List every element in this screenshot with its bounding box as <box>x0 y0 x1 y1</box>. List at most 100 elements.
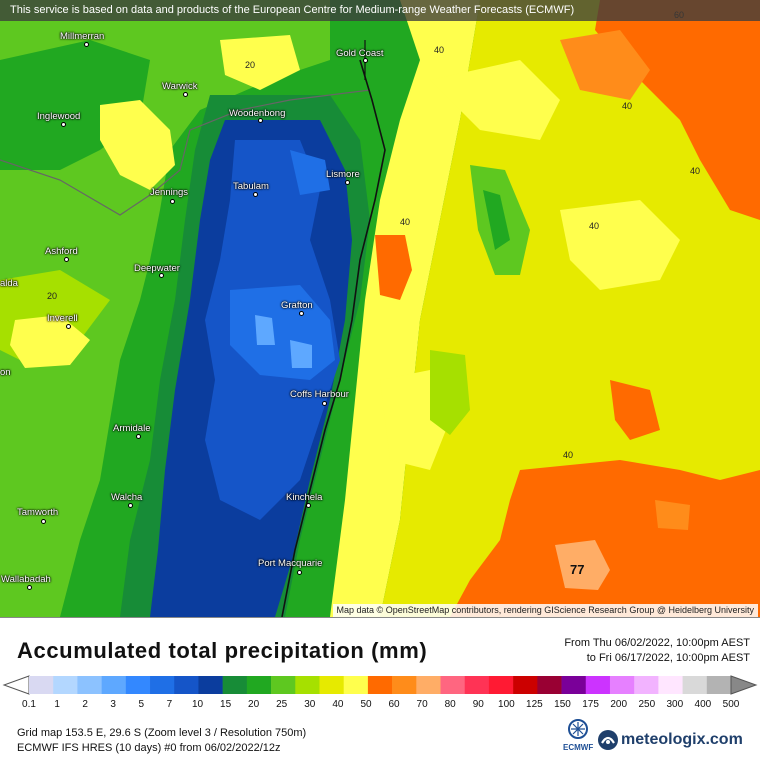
scale-label: 80 <box>444 699 456 710</box>
contour-label: 20 <box>47 291 58 301</box>
scale-swatch <box>125 676 151 694</box>
city-dot <box>345 180 350 185</box>
city-dot <box>299 311 304 316</box>
scale-label: 30 <box>304 699 316 710</box>
meteologix-logo-icon <box>598 730 618 750</box>
scale-swatch <box>416 676 441 694</box>
scale-swatch <box>658 676 683 694</box>
meteologix-brand-text: meteologix.com <box>621 731 743 748</box>
city-label-tabulam: Tabulam <box>233 181 269 192</box>
scale-label: 0.1 <box>22 699 36 710</box>
scale-swatch <box>392 676 417 694</box>
map-attribution[interactable]: Map data © OpenStreetMap contributors, r… <box>332 604 758 617</box>
scale-label: 40 <box>332 699 344 710</box>
city-label-walcha: Walcha <box>111 492 143 503</box>
city-dot <box>61 122 66 127</box>
city-label-gold-coast: Gold Coast <box>336 48 384 59</box>
scale-label: 15 <box>220 699 232 710</box>
contour-label: 40 <box>434 45 445 55</box>
scale-label: 1 <box>54 699 60 710</box>
scale-label: 400 <box>694 699 712 710</box>
scale-swatch <box>682 676 708 694</box>
precipitation-map[interactable]: Millmerran Gold Coast Warwick Inglewood … <box>0 0 760 617</box>
scale-label: 250 <box>638 699 656 710</box>
scale-label: 50 <box>360 699 372 710</box>
contour-label-max: 77 <box>570 562 585 577</box>
city-dot <box>170 199 175 204</box>
scale-swatch <box>585 676 611 694</box>
scale-swatch <box>295 676 320 694</box>
scale-swatch <box>246 676 272 694</box>
city-dot <box>66 324 71 329</box>
scale-label: 7 <box>166 699 173 710</box>
scale-label: 10 <box>191 699 204 710</box>
city-dot <box>136 434 141 439</box>
contour-label: 20 <box>245 60 256 70</box>
scale-swatch <box>706 676 732 694</box>
scale-swatch <box>101 676 127 694</box>
city-label-inverell: Inverell <box>47 313 78 324</box>
scale-swatch <box>464 676 490 694</box>
scale-label: 200 <box>610 699 628 710</box>
scale-left-arrow <box>2 675 30 695</box>
scale-swatch <box>319 676 344 694</box>
forecast-period: From Thu 06/02/2022, 10:00pm AEST to Fri… <box>564 636 750 666</box>
scale-label: 70 <box>416 699 428 710</box>
ecmwf-disclaimer-banner: This service is based on data and produc… <box>0 0 760 21</box>
scale-label: 3 <box>110 699 116 710</box>
legend-panel: Accumulated total precipitation (mm) Fro… <box>0 617 760 761</box>
precipitation-field <box>0 0 760 617</box>
city-label-jennings: Jennings <box>150 187 189 198</box>
scale-label: 60 <box>388 699 400 710</box>
city-label-armidale: Armidale <box>113 423 151 434</box>
city-label-inglewood: Inglewood <box>37 111 81 122</box>
ecmwf-logo-icon <box>568 719 588 739</box>
city-label-port-macquarie: Port Macquarie <box>258 558 323 569</box>
city-label-grafton: Grafton <box>281 300 313 311</box>
scale-swatch <box>343 676 369 694</box>
city-dot <box>41 519 46 524</box>
scale-swatch <box>609 676 635 694</box>
city-label-ashford: Ashford <box>45 246 78 257</box>
period-from: From Thu 06/02/2022, 10:00pm AEST <box>564 637 750 649</box>
meteologix-logo[interactable]: meteologix.com <box>597 729 743 751</box>
city-label-kinchela: Kinchela <box>286 492 323 503</box>
city-dot <box>183 92 188 97</box>
contour-label: 40 <box>400 217 411 227</box>
color-scale-labels: 0.1 1 2 3 5 7 10 15 20 25 30 40 50 60 70 80 90 100 125 150 1… <box>0 699 760 713</box>
scale-label: 175 <box>582 699 599 710</box>
ecmwf-logo: ECMWF <box>563 718 594 756</box>
scale-label: 5 <box>138 699 145 710</box>
scale-swatch <box>367 676 393 694</box>
scale-swatch <box>198 676 223 694</box>
scale-swatch <box>174 676 199 694</box>
city-dot <box>258 118 263 123</box>
city-dot <box>363 58 368 63</box>
color-scale-bar <box>2 675 758 695</box>
city-label-deepwater: Deepwater <box>134 263 180 274</box>
contour-label: 40 <box>563 450 574 460</box>
city-label-wallabadah: Wallabadah <box>1 574 51 585</box>
scale-swatch <box>271 676 296 694</box>
city-label-lismore: Lismore <box>326 169 360 180</box>
scale-swatch <box>53 676 78 694</box>
scale-swatch <box>150 676 175 694</box>
map-title: Accumulated total precipitation (mm) <box>17 638 428 663</box>
city-label-coffs-harbour: Coffs Harbour <box>290 389 349 400</box>
city-dot <box>84 42 89 47</box>
city-dot <box>64 257 69 262</box>
scale-swatch <box>537 676 562 694</box>
grid-info: Grid map 153.5 E, 29.6 S (Zoom level 3 /… <box>17 726 306 756</box>
ecmwf-logo-text: ECMWF <box>563 743 594 752</box>
scale-label: 2 <box>82 699 88 710</box>
scale-right-arrow <box>730 675 758 695</box>
city-dot <box>306 503 311 508</box>
contour-label: 40 <box>589 221 600 231</box>
scale-label: 25 <box>276 699 288 710</box>
city-dot <box>253 192 258 197</box>
model-run-line: ECMWF IFS HRES (10 days) #0 from 06/02/2… <box>17 742 281 754</box>
city-label-alda: alda <box>0 278 18 289</box>
scale-swatch <box>440 676 466 694</box>
scale-label: 300 <box>666 699 684 710</box>
scale-label: 150 <box>554 699 571 710</box>
